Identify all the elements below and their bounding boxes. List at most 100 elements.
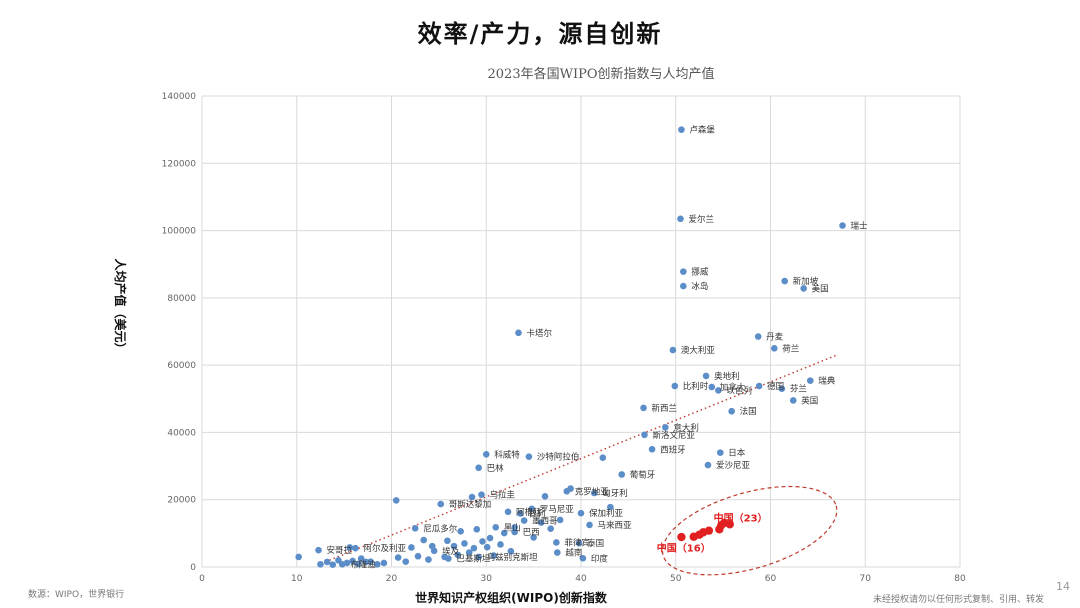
data-point bbox=[367, 558, 374, 565]
x-tick-label: 10 bbox=[291, 574, 303, 584]
point-label: 科威特 bbox=[494, 449, 520, 460]
data-point bbox=[346, 544, 354, 551]
chart-title: 2023年各国WIPO创新指数与人均产值 bbox=[488, 66, 715, 82]
data-point bbox=[680, 268, 687, 275]
data-point bbox=[599, 454, 607, 461]
y-axis-label: 人均产值（美元） bbox=[113, 258, 128, 354]
data-point bbox=[425, 556, 432, 563]
point-label: 阿尔及利亚 bbox=[363, 543, 406, 554]
point-label: 卢森堡 bbox=[689, 125, 715, 136]
data-point bbox=[352, 544, 359, 552]
data-point bbox=[547, 525, 554, 532]
data-point bbox=[567, 485, 574, 492]
data-point bbox=[716, 449, 724, 456]
data-point bbox=[355, 560, 362, 568]
data-point bbox=[728, 407, 735, 415]
point-label: 埃及 bbox=[442, 546, 460, 557]
data-point bbox=[517, 510, 524, 517]
point-label: 德国 bbox=[767, 381, 784, 392]
data-point bbox=[778, 385, 786, 392]
point-label: 克罗地亚 bbox=[575, 486, 610, 497]
data-point bbox=[504, 508, 512, 516]
y-tick-label: 80000 bbox=[167, 294, 196, 304]
data-point bbox=[465, 549, 473, 556]
data-point bbox=[457, 528, 464, 535]
data-point bbox=[648, 445, 656, 453]
data-point bbox=[470, 544, 478, 552]
data-point bbox=[515, 329, 522, 337]
data-point bbox=[497, 541, 504, 548]
point-label: 爱沙尼亚 bbox=[716, 461, 751, 471]
point-label: 比利时 bbox=[683, 381, 709, 392]
y-tick-label: 140000 bbox=[162, 92, 197, 102]
data-point bbox=[579, 554, 587, 562]
data-point bbox=[677, 215, 684, 223]
data-point bbox=[323, 558, 331, 566]
data-point bbox=[420, 536, 428, 544]
data-point bbox=[428, 542, 436, 550]
data-point bbox=[482, 450, 490, 458]
data-point bbox=[437, 500, 445, 508]
data-point bbox=[525, 453, 533, 460]
data-point bbox=[577, 509, 585, 517]
data-point bbox=[317, 561, 324, 568]
data-point bbox=[754, 333, 762, 340]
point-label: 菲律宾 bbox=[564, 537, 590, 548]
point-label: 加拿大 bbox=[720, 382, 746, 393]
data-point bbox=[450, 542, 458, 550]
data-point bbox=[520, 517, 528, 524]
china-annotation: 中国（16） bbox=[657, 542, 711, 555]
china-data-point bbox=[725, 520, 734, 529]
slide-heading: 效率/产力，源自创新 bbox=[417, 20, 663, 48]
data-point bbox=[541, 493, 549, 500]
point-label: 智利 bbox=[528, 509, 545, 520]
data-point bbox=[641, 431, 648, 439]
point-label: 法国 bbox=[740, 406, 757, 417]
data-point bbox=[678, 126, 685, 133]
data-point bbox=[755, 382, 763, 390]
data-point bbox=[373, 561, 381, 568]
data-point bbox=[618, 471, 626, 478]
source-note: 数源：WIPO，世界银行 bbox=[28, 590, 125, 600]
data-point bbox=[537, 519, 545, 526]
data-point bbox=[479, 538, 486, 545]
data-point bbox=[708, 383, 716, 391]
point-label: 马来西亚 bbox=[598, 521, 633, 531]
y-tick-label: 60000 bbox=[167, 361, 196, 371]
page-number: 14 bbox=[1056, 580, 1070, 593]
data-point bbox=[669, 346, 677, 354]
data-point bbox=[640, 404, 647, 412]
data-point bbox=[380, 559, 388, 567]
data-point bbox=[704, 461, 712, 469]
point-label: 巴林 bbox=[487, 463, 505, 474]
y-tick-label: 0 bbox=[190, 563, 196, 573]
data-point bbox=[402, 558, 410, 565]
data-point bbox=[511, 524, 518, 531]
data-point bbox=[335, 556, 342, 564]
x-tick-label: 50 bbox=[670, 574, 682, 584]
data-point bbox=[806, 377, 814, 384]
china-annotation: 中国（23） bbox=[714, 512, 768, 525]
point-label: 乌兹别克斯坦 bbox=[487, 552, 539, 563]
x-tick-label: 80 bbox=[954, 574, 966, 584]
china-data-point bbox=[677, 532, 686, 542]
data-point bbox=[554, 549, 561, 556]
data-point bbox=[362, 558, 370, 566]
point-label: 英国 bbox=[801, 395, 818, 406]
x-axis-label: 世界知识产权组织(WIPO)创新指数 bbox=[415, 590, 608, 605]
china-data-point bbox=[704, 526, 714, 535]
data-point bbox=[411, 525, 419, 532]
point-label: 以色列 bbox=[726, 385, 752, 396]
data-point bbox=[789, 397, 797, 404]
data-point bbox=[575, 539, 583, 547]
data-point bbox=[607, 503, 614, 511]
data-point bbox=[468, 493, 476, 501]
point-label: 芬兰 bbox=[790, 384, 807, 395]
data-point bbox=[478, 491, 485, 498]
point-label: 西班牙 bbox=[660, 444, 686, 455]
data-point bbox=[392, 497, 400, 504]
data-point bbox=[357, 555, 365, 562]
data-point bbox=[770, 345, 778, 352]
point-label: 匈牙利 bbox=[602, 488, 628, 499]
